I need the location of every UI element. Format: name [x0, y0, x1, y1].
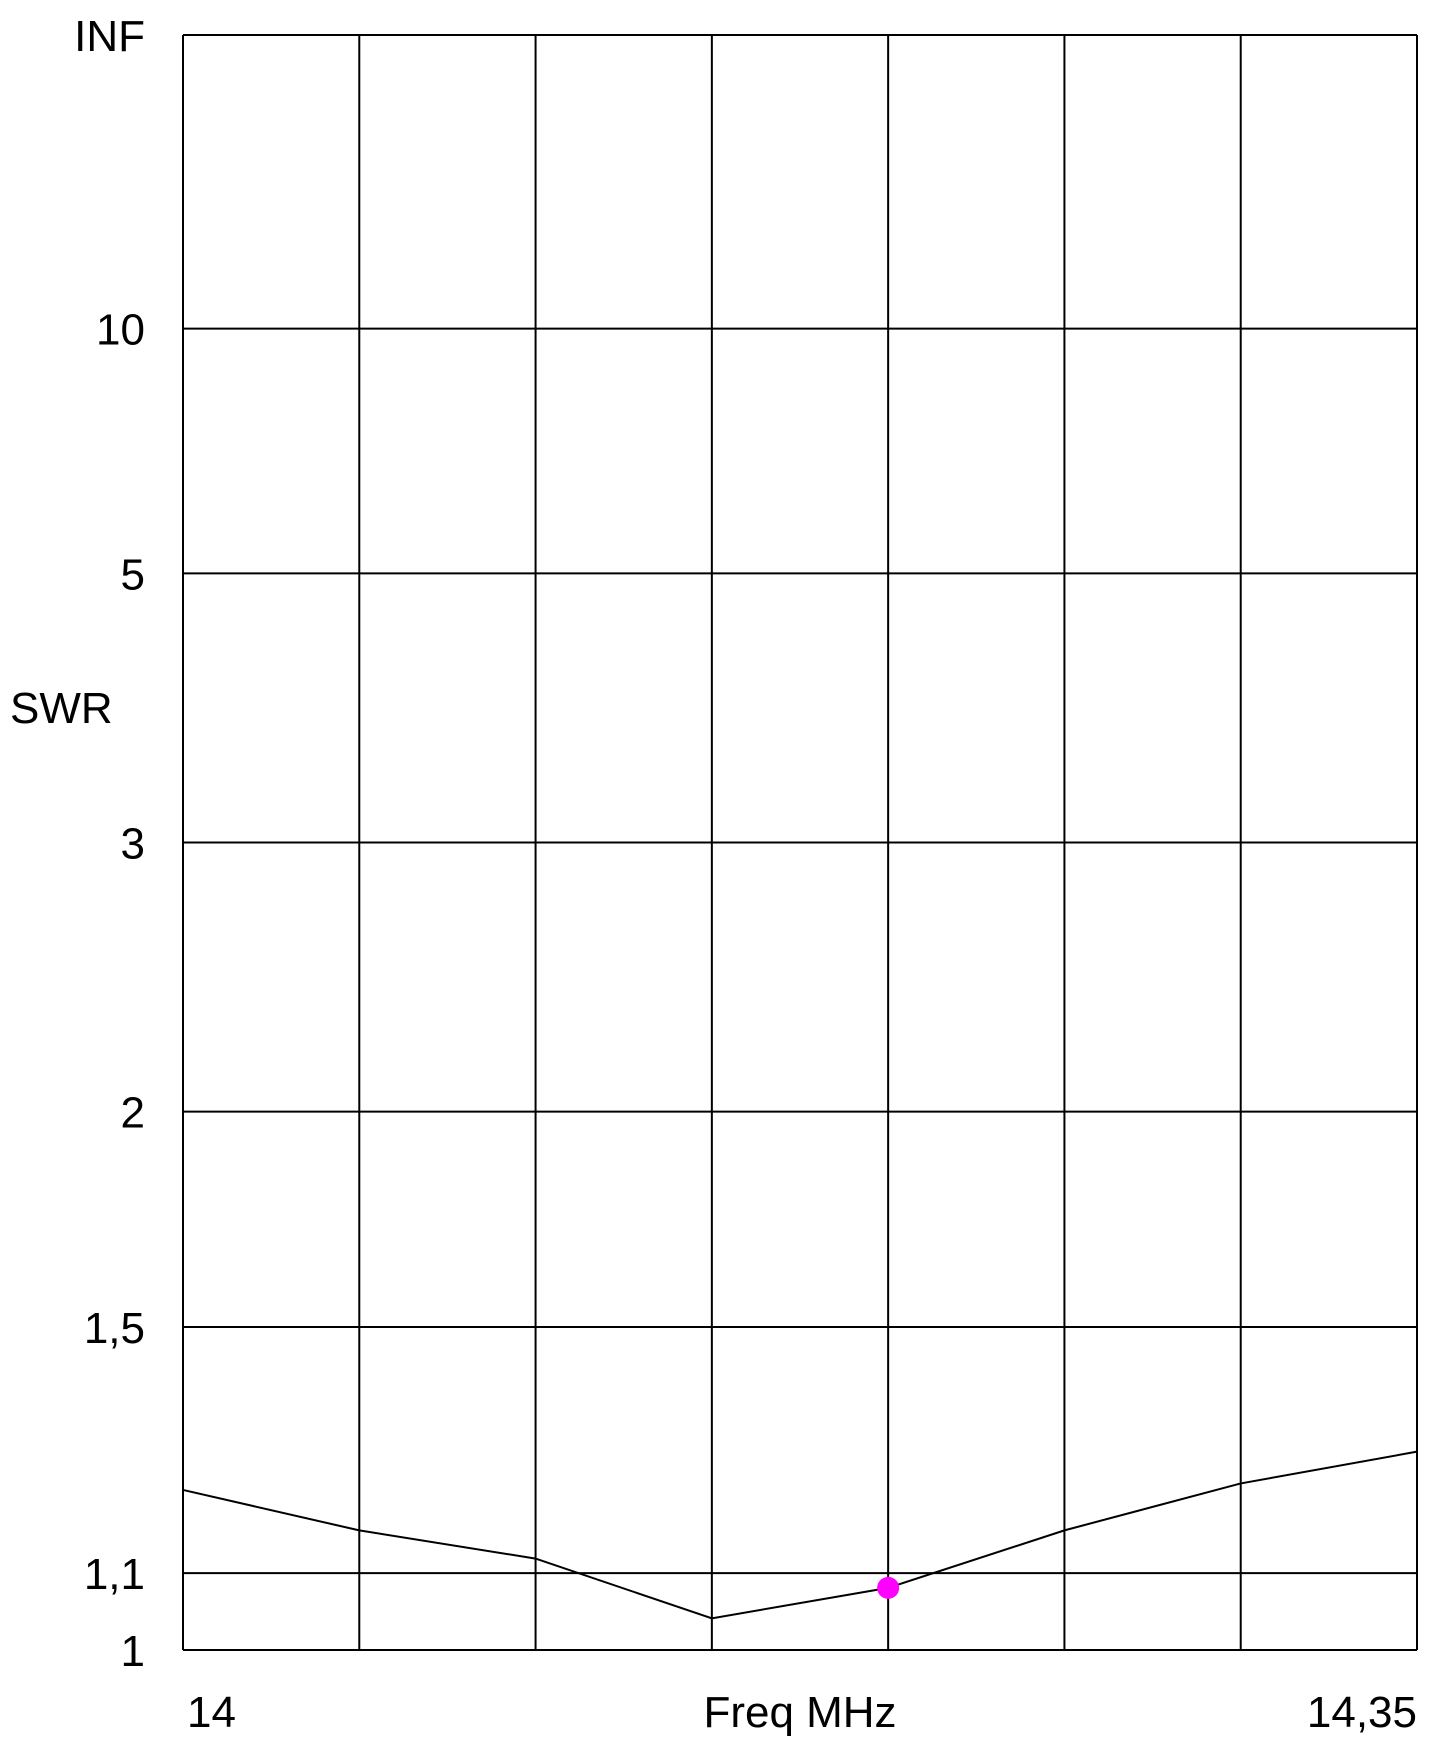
y-axis-label: SWR [10, 684, 113, 733]
x-tick-label: 14,35 [1307, 1688, 1417, 1737]
x-tick-label: 14 [187, 1688, 236, 1737]
y-tick-label: 1,5 [84, 1304, 145, 1353]
y-tick-label: 10 [96, 306, 145, 355]
y-tick-label: 1 [121, 1627, 145, 1676]
y-tick-label: 3 [121, 820, 145, 869]
series-group [182, 1450, 1418, 1620]
y-tick-label: 1,1 [84, 1550, 145, 1599]
x-axis-tick-labels: 14 14,35 [187, 1688, 1417, 1737]
marker-point [877, 1576, 900, 1599]
y-tick-label: 2 [121, 1089, 145, 1138]
grid [182, 34, 1418, 1651]
series-line [182, 1450, 1418, 1620]
y-tick-label: INF [74, 12, 145, 61]
y-tick-label: 5 [121, 550, 145, 599]
marker-group [877, 1576, 900, 1599]
y-axis-tick-labels: 1 1,1 1,5 2 3 5 10 INF [74, 12, 145, 1676]
x-axis-label: Freq MHz [703, 1688, 896, 1737]
